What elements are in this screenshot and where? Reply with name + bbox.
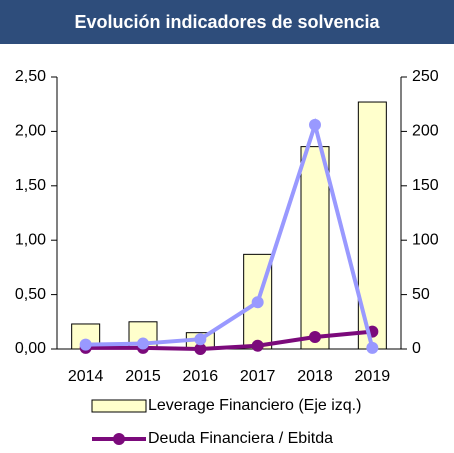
marker [251, 296, 264, 309]
legend-label: Leverage Financiero (Eje izq.) [148, 397, 361, 414]
y2-tick-label: 0 [412, 340, 421, 357]
marker [137, 337, 149, 350]
y-tick-label: 2,00 [15, 123, 46, 140]
chart-title: Evolución indicadores de solvencia [74, 12, 380, 32]
x-tick-label: 2014 [68, 368, 104, 385]
y-tick-label: 2,50 [15, 68, 46, 85]
y-tick-label: 0,50 [15, 286, 46, 303]
marker [366, 341, 379, 354]
y2-tick-label: 100 [412, 231, 439, 248]
marker [194, 333, 207, 346]
x-tick-label: 2016 [183, 368, 219, 385]
bar [300, 146, 330, 350]
y2-tick-label: 150 [412, 177, 439, 194]
y2-tick-label: 200 [412, 123, 439, 140]
y-tick-label: 1,00 [15, 231, 46, 248]
legend-swatch [91, 399, 147, 413]
marker [194, 343, 207, 355]
x-tick-label: 2017 [240, 368, 276, 385]
x-tick-label: 2015 [125, 368, 161, 385]
legend-label: Deuda Financiera / Ebitda [148, 430, 333, 447]
y-tick-label: 1,50 [15, 177, 46, 194]
title-banner [0, 0, 454, 44]
x-tick-label: 2019 [355, 368, 391, 385]
y2-tick-label: 250 [412, 68, 439, 85]
marker [309, 331, 321, 344]
y-tick-label: 0,00 [15, 340, 46, 357]
marker [251, 339, 264, 352]
y2-tick-label: 50 [412, 286, 430, 303]
legend-marker [113, 433, 125, 445]
line [85, 117, 375, 349]
marker [79, 338, 92, 351]
marker [309, 118, 321, 131]
x-tick-label: 2018 [297, 368, 333, 385]
line [85, 329, 373, 352]
